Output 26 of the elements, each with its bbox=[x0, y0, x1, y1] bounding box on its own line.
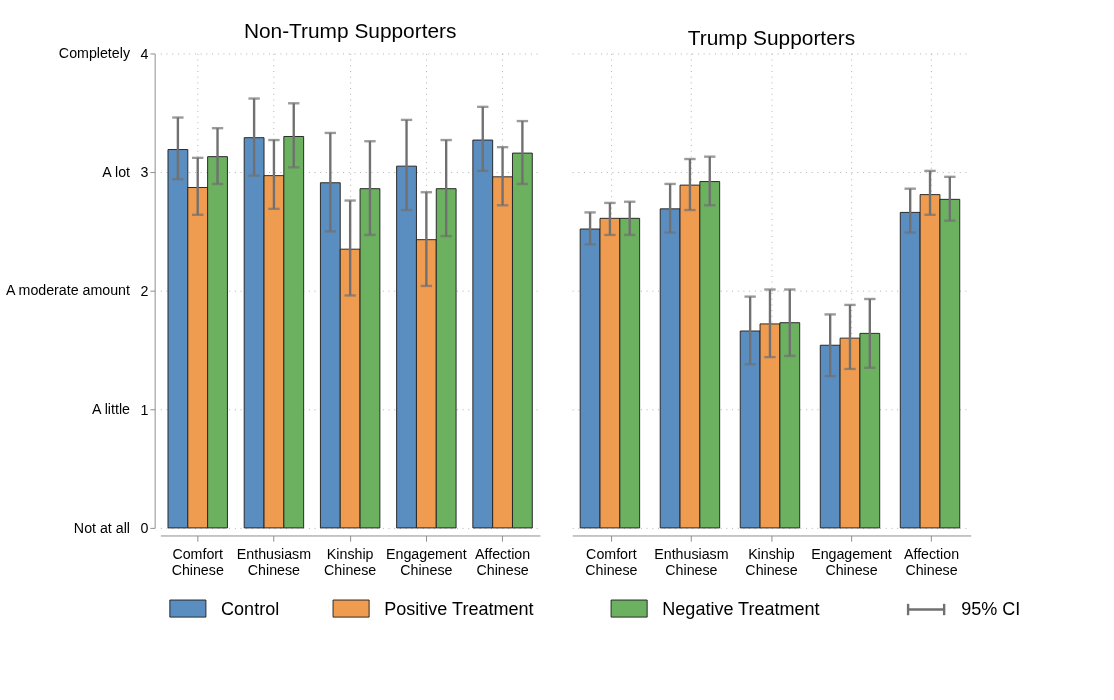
legend-label: Negative Treatment bbox=[662, 599, 820, 620]
x-tick-label: Comfort Chinese bbox=[171, 545, 224, 578]
chart-title: Non-Trump Supporters bbox=[243, 19, 457, 43]
x-tick-label: Kinship Chinese bbox=[324, 545, 377, 578]
y-tick-label: 2 bbox=[140, 282, 149, 299]
x-tick-label: Enthusiasm Chinese bbox=[654, 545, 729, 578]
text: A little bbox=[92, 401, 131, 418]
legend-label: Positive Treatment bbox=[384, 599, 534, 620]
text: A lot bbox=[102, 163, 131, 180]
text: 95% CI bbox=[961, 599, 1021, 620]
x-tick-label: Affection Chinese bbox=[475, 545, 531, 578]
y-tick-label: 0 bbox=[140, 520, 149, 537]
x-tick-label: Enthusiasm Chinese bbox=[236, 545, 312, 578]
legend-label: Control bbox=[221, 599, 280, 620]
x-tick-label: Comfort Chinese bbox=[585, 545, 638, 578]
y-tick-label: 1 bbox=[140, 401, 149, 418]
text: A moderate amount bbox=[5, 282, 131, 299]
text: Completely bbox=[58, 45, 131, 62]
x-tick-label: Affection Chinese bbox=[903, 545, 960, 578]
x-tick-label: Engagement Chinese bbox=[811, 545, 892, 578]
y-tick-label: 3 bbox=[140, 164, 149, 181]
x-tick-label: Kinship Chinese bbox=[745, 545, 798, 578]
x-tick-label: Engagement Chinese bbox=[386, 545, 467, 578]
text: Not at all bbox=[73, 519, 130, 536]
y-tick-label: 4 bbox=[140, 45, 149, 62]
chart-title: Trump Supporters bbox=[687, 25, 856, 49]
